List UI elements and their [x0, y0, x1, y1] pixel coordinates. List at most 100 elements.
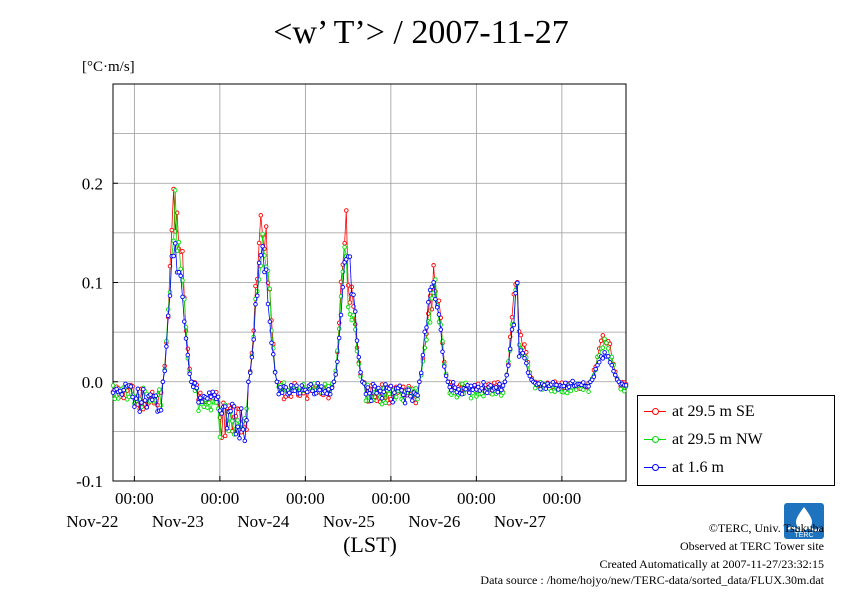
data-point [548, 388, 554, 394]
data-point [201, 404, 207, 410]
data-point [525, 370, 531, 375]
data-point [215, 394, 221, 400]
data-point [315, 380, 321, 386]
data-point [267, 286, 273, 291]
data-point [450, 380, 456, 385]
data-point [468, 395, 474, 401]
data-point [479, 386, 484, 391]
data-point [353, 322, 358, 327]
legend-item-se: at 29.5 m SE [644, 402, 755, 422]
data-point [524, 360, 529, 366]
data-point [260, 231, 265, 237]
x-tick-date: Nov-25 [323, 512, 375, 531]
data-point [522, 342, 527, 347]
data-point [235, 424, 240, 429]
data-point [556, 387, 561, 392]
data-point [415, 396, 420, 402]
series-line-2 [112, 243, 627, 441]
data-point [336, 335, 342, 341]
data-point [255, 293, 260, 298]
data-point [331, 379, 337, 385]
data-point [527, 373, 533, 379]
data-point [110, 383, 116, 388]
legend-item-nw: at 29.5 m NW [644, 430, 763, 450]
data-point [271, 352, 276, 357]
data-point [507, 346, 513, 352]
data-point [144, 405, 150, 410]
data-point [219, 411, 224, 416]
data-point [322, 381, 328, 387]
data-point [456, 387, 461, 392]
data-point [363, 391, 369, 397]
data-point [249, 355, 255, 360]
data-point [613, 372, 618, 378]
data-point [516, 354, 522, 359]
data-point [429, 296, 435, 301]
data-point [522, 355, 527, 361]
data-point [198, 390, 203, 396]
data-point [304, 396, 310, 401]
data-point [162, 368, 167, 374]
data-point [135, 386, 141, 392]
legend-label-se: at 29.5 m SE [672, 403, 755, 420]
x-tick-time: 00:00 [286, 489, 325, 508]
data-point [231, 404, 237, 409]
data-point [369, 398, 374, 404]
data-point [511, 322, 517, 328]
data-point [401, 392, 406, 398]
svg-text:TERC: TERC [794, 532, 813, 539]
data-point [240, 427, 246, 432]
data-point [260, 244, 265, 249]
data-point [299, 383, 305, 388]
data-point [422, 329, 427, 334]
data-point [581, 380, 586, 385]
data-point [481, 393, 486, 399]
data-point [326, 395, 331, 401]
data-point [618, 386, 623, 392]
data-point [459, 391, 465, 397]
data-point [237, 436, 242, 441]
data-point [504, 372, 509, 378]
data-point [438, 322, 444, 327]
data-point [256, 260, 262, 266]
data-point [126, 394, 132, 400]
data-point [347, 312, 353, 317]
y-tick-label: 0.1 [82, 274, 103, 293]
data-point [467, 390, 472, 395]
data-point [165, 313, 171, 318]
data-point [600, 356, 606, 361]
data-point [488, 383, 493, 388]
data-point [288, 394, 294, 399]
data-point [244, 418, 249, 423]
data-point [253, 302, 258, 307]
data-point [155, 403, 160, 408]
data-point [121, 387, 126, 393]
data-point [438, 327, 444, 332]
data-point [319, 384, 324, 389]
data-point [354, 338, 360, 343]
data-point [335, 359, 340, 364]
data-point [173, 188, 178, 193]
data-point [600, 333, 606, 338]
data-point [418, 370, 424, 376]
created-text: Created Automatically at 2007-11-27/23:3… [599, 557, 824, 571]
data-point [313, 391, 319, 396]
data-point [591, 374, 597, 380]
data-point [552, 389, 558, 394]
legend-swatch-nw [644, 430, 666, 450]
data-point [532, 385, 538, 391]
legend-label-low: at 1.6 m [672, 459, 724, 476]
y-unit-label: [°C·m/s] [82, 59, 135, 75]
data-point [176, 269, 182, 275]
data-point [351, 312, 356, 318]
observed-text: Observed at TERC Tower site [679, 539, 824, 553]
data-point [593, 366, 598, 372]
data-point [288, 383, 294, 388]
data-point [431, 263, 436, 268]
data-point [176, 239, 182, 245]
data-point [402, 400, 408, 406]
data-point [440, 349, 445, 354]
data-point [192, 380, 198, 386]
y-tick-label: -0.1 [76, 472, 103, 491]
